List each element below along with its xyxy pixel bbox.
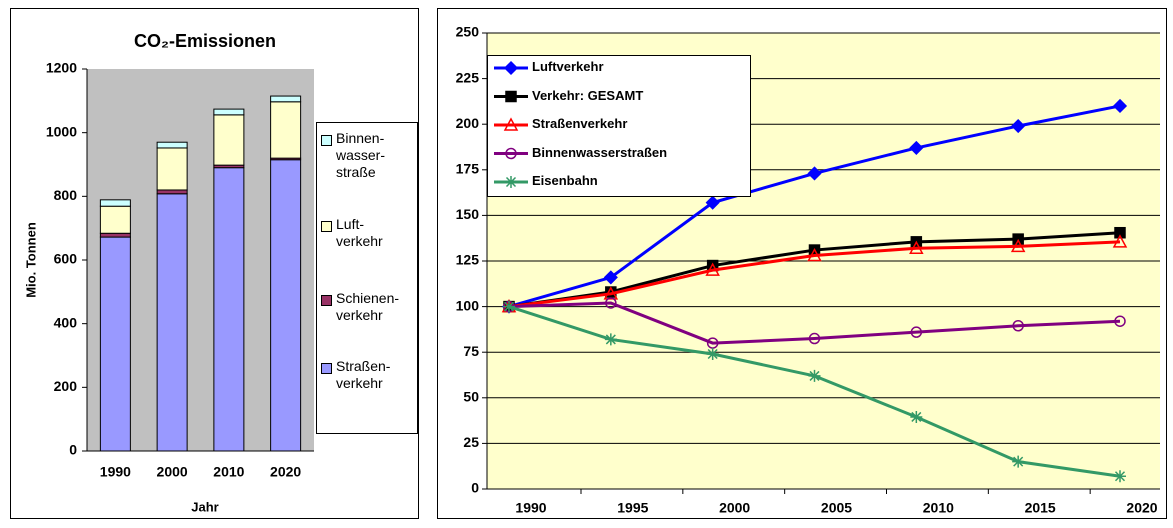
- marker: [705, 195, 720, 210]
- marker: [909, 140, 924, 155]
- marker: [1012, 320, 1024, 332]
- bar-segment: [99, 236, 131, 452]
- x-tick-label: 2020: [1126, 500, 1157, 516]
- bar-segment: [270, 95, 302, 103]
- x-tick-label: 2000: [719, 500, 750, 516]
- y-tick-label: 0: [471, 480, 479, 496]
- marker: [503, 60, 519, 76]
- y-tick-label: 225: [456, 69, 480, 85]
- marker: [505, 176, 517, 188]
- marker: [1012, 455, 1025, 468]
- marker: [1011, 118, 1026, 134]
- marker: [807, 247, 822, 262]
- marker: [503, 300, 515, 313]
- legend-label: Luft- verkehr: [336, 216, 383, 249]
- x-tick-label: 2015: [1025, 500, 1056, 516]
- chart-title: CO₂-Emissionen: [134, 31, 276, 51]
- marker: [1112, 98, 1128, 114]
- legend-label: Verkehr: GESAMT: [532, 87, 644, 103]
- legend-label: Straßenverkehr: [532, 116, 628, 131]
- bar-segment: [270, 159, 302, 452]
- bar-segment: [99, 199, 131, 207]
- bar-segment: [156, 189, 188, 195]
- line: [508, 301, 1121, 345]
- x-tick-label: 1995: [617, 500, 648, 516]
- marker: [605, 297, 617, 309]
- y-tick-label: 400: [54, 314, 78, 330]
- bar-segment: [213, 167, 245, 452]
- legend-swatch: [321, 221, 332, 232]
- x-axis-label: Jahr: [191, 499, 218, 514]
- y-tick-label: 25: [463, 434, 479, 450]
- marker: [1010, 238, 1026, 253]
- bar-segment: [99, 232, 131, 238]
- bar-segment: [99, 205, 131, 234]
- y-tick-label: 75: [463, 343, 479, 359]
- legend-swatch: [321, 295, 332, 306]
- marker: [909, 240, 924, 254]
- marker: [705, 262, 720, 276]
- legend-swatch: [321, 135, 332, 146]
- legend-swatch: [321, 363, 332, 374]
- y-tick-label: 0: [69, 442, 77, 458]
- marker: [603, 270, 618, 285]
- marker: [603, 286, 619, 300]
- bar-segment: [213, 108, 245, 116]
- marker: [1114, 226, 1126, 239]
- marker: [910, 410, 923, 423]
- legend: Luftverkehr Verkehr: GESAMT Straßenverkehr…: [487, 55, 751, 197]
- marker: [1114, 470, 1126, 483]
- y-tick-label: 600: [54, 251, 78, 267]
- marker: [807, 166, 822, 181]
- legend-label: Binnen- wasser- straße: [336, 130, 386, 180]
- legend-keys: [494, 60, 528, 188]
- marker: [505, 147, 517, 160]
- y-tick-label: 125: [456, 252, 480, 268]
- y-tick-label: 200: [456, 115, 480, 131]
- bar-segment: [156, 193, 188, 452]
- marker: [1112, 234, 1128, 248]
- marker: [503, 117, 519, 131]
- y-tick-label: 1000: [46, 123, 77, 139]
- legend-label: Straßen- verkehr: [336, 358, 391, 391]
- x-tick-label: 1990: [100, 464, 131, 480]
- x-tick-label: 2005: [821, 500, 852, 516]
- y-tick-label: 200: [54, 378, 78, 394]
- x-tick-label: 2000: [157, 464, 188, 480]
- marker: [706, 348, 719, 361]
- y-tick-label: 1200: [46, 60, 77, 76]
- line: [508, 240, 1121, 309]
- legend-label: Schienen- verkehr: [336, 290, 400, 323]
- x-tick-label: 2010: [923, 500, 954, 516]
- marker: [910, 326, 923, 338]
- marker: [808, 369, 821, 382]
- legend-label: Binnenwasserstraßen: [532, 144, 668, 160]
- marker: [1114, 315, 1126, 327]
- bar-segment: [213, 114, 245, 166]
- y-tick-label: 150: [456, 206, 480, 222]
- legend-label: Eisenbahn: [532, 173, 598, 188]
- y-tick-label: 175: [456, 161, 480, 177]
- bar-segment: [156, 147, 188, 191]
- legend-label: Luftverkehr: [532, 59, 604, 74]
- marker: [505, 90, 517, 103]
- y-axis-label: Mio. Tonnen: [23, 222, 38, 298]
- bar-segment: [156, 141, 188, 149]
- y-tick-label: 100: [456, 297, 480, 313]
- x-tick-label: 2020: [270, 464, 301, 480]
- x-tick-label: 1990: [515, 500, 546, 516]
- bar-segment: [270, 101, 302, 159]
- y-tick-label: 50: [463, 389, 479, 405]
- y-tick-label: 250: [456, 24, 480, 40]
- legend: Straßen- verkehr Schienen- verkehr Luft- v…: [316, 122, 418, 434]
- marker: [604, 333, 617, 346]
- marker: [808, 332, 821, 345]
- y-tick-label: 800: [54, 187, 78, 203]
- x-tick-label: 2010: [213, 464, 244, 480]
